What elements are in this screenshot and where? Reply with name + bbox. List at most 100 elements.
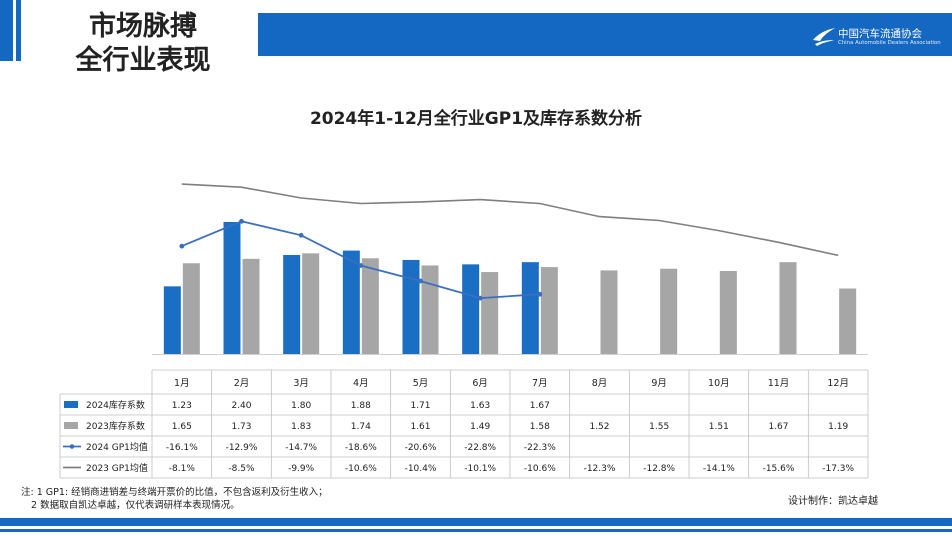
footer-band-thin (0, 529, 952, 532)
data-label: 1.51 (709, 422, 729, 432)
data-label: 1.88 (351, 401, 371, 411)
tick-label-month: 3月 (293, 378, 309, 389)
legend-key-0 (64, 401, 78, 408)
data-label: -8.5% (228, 464, 255, 474)
bar-2023-12 (839, 288, 857, 354)
data-label: 1.19 (828, 422, 848, 432)
tick-label-month: 4月 (353, 378, 369, 389)
bar-2023-11 (779, 262, 797, 354)
data-label: 1.55 (649, 422, 669, 432)
data-label: 1.73 (231, 422, 251, 432)
page-title-line2: 全行业表现 (75, 45, 211, 76)
data-label: 1.49 (470, 422, 490, 432)
data-label: -15.6% (763, 464, 795, 474)
legend-label-0: 2024库存系数 (86, 399, 145, 411)
page-title: 市场脉搏 全行业表现 (48, 10, 238, 78)
data-label: -10.6% (345, 464, 377, 474)
bar-2023-2 (242, 258, 260, 354)
data-label: -12.8% (643, 464, 675, 474)
data-label: -17.3% (822, 464, 854, 474)
bar-2024-6 (462, 264, 480, 354)
gp1-2024-point-3 (298, 232, 304, 238)
tick-label-month: 9月 (651, 378, 667, 389)
footer-band (0, 518, 952, 526)
legend-key-marker (69, 444, 75, 449)
data-label: 1.58 (530, 422, 550, 432)
data-label: 1.61 (410, 422, 430, 432)
tick-label-month: 8月 (592, 378, 608, 389)
gp1-2024-point-6 (477, 295, 483, 301)
data-label: 1.74 (351, 422, 371, 432)
data-label: -10.6% (524, 464, 556, 474)
bar-2023-5 (421, 265, 439, 354)
tick-label-month: 12月 (827, 378, 849, 389)
page-title-line1: 市场脉搏 (89, 11, 197, 42)
design-credit: 设计制作：凯达卓越 (788, 496, 878, 507)
tick-label-month: 6月 (472, 378, 488, 389)
data-label: -10.4% (405, 464, 437, 474)
cada-logo: 中国汽车流通协会 China Automobile Dealers Associ… (811, 22, 947, 52)
tick-label-month: 1月 (174, 378, 190, 389)
data-label: 1.80 (291, 401, 311, 411)
data-label: 1.67 (768, 422, 788, 432)
data-label: -10.1% (464, 464, 496, 474)
tick-label-month: 10月 (708, 378, 730, 389)
chart-title: 2024年1-12月全行业GP1及库存系数分析 (309, 109, 643, 129)
data-label: -22.3% (524, 443, 556, 453)
data-label: -20.6% (405, 443, 437, 453)
footnote-line1: 注: 1 GP1: 经销商进销差与终端开票价的比值，不包含返利及衍生收入； (21, 487, 328, 498)
gp1-2024-point-7 (537, 291, 543, 297)
footnote: 注: 1 GP1: 经销商进销差与终端开票价的比值，不包含返利及衍生收入； 2 … (21, 486, 328, 512)
legend-label-1: 2023库存系数 (86, 420, 145, 432)
data-label: 1.71 (410, 401, 430, 411)
bar-2023-1 (182, 263, 200, 354)
data-label: 2.40 (231, 401, 251, 411)
logo-en-text: China Automobile Dealers Association (838, 40, 941, 46)
bar-2024-5 (402, 259, 420, 354)
bar-2024-7 (521, 262, 539, 354)
data-label: 1.83 (291, 422, 311, 432)
legend-key-1 (64, 422, 78, 429)
gp1-2024-point-4 (358, 263, 364, 268)
bar-2024-4 (342, 250, 360, 354)
line-gp1-2023 (181, 183, 839, 257)
header-accent-bar (0, 0, 13, 61)
tick-label-month: 2月 (234, 378, 250, 389)
gp1-2024-point-2 (239, 218, 244, 224)
tick-label-month: 11月 (768, 378, 790, 389)
data-label: -14.1% (703, 464, 735, 474)
data-label: -14.7% (285, 443, 317, 453)
header-band (258, 13, 952, 56)
data-label: 1.52 (589, 422, 609, 432)
legend-label-3: 2023 GP1均值 (86, 462, 148, 474)
footnote-line2: 2 数据取自凯达卓越，仅代表调研样本表现情况。 (31, 500, 240, 511)
data-label: -18.6% (345, 443, 377, 453)
bar-2024-2 (223, 222, 241, 354)
bar-2024-1 (163, 286, 181, 354)
tick-label-month: 5月 (413, 378, 429, 389)
logo-cn-text: 中国汽车流通协会 (838, 28, 922, 40)
data-label: -16.1% (166, 443, 198, 453)
data-label: 1.65 (172, 422, 192, 432)
tick-label-month: 7月 (532, 378, 548, 389)
gp1-2024-point-5 (418, 278, 423, 284)
data-label: -12.3% (584, 464, 616, 474)
bar-2023-3 (302, 253, 320, 354)
bar-2023-6 (481, 272, 499, 354)
data-label: -9.9% (288, 464, 315, 474)
legend-label-2: 2024 GP1均值 (86, 441, 148, 453)
data-label: -8.1% (169, 464, 196, 474)
bar-2023-8 (600, 270, 618, 354)
bar-2023-10 (719, 270, 737, 354)
data-label: 1.63 (470, 401, 490, 411)
bar-2023-4 (361, 258, 379, 354)
bar-2024-3 (283, 255, 301, 354)
data-label: -12.9% (226, 443, 258, 453)
cada-logo-icon (813, 28, 835, 46)
bar-2023-7 (540, 267, 558, 354)
data-label: 1.67 (530, 401, 550, 411)
data-label: -22.8% (464, 443, 496, 453)
data-label: 1.23 (172, 401, 192, 411)
gp1-2024-point-1 (179, 243, 185, 249)
